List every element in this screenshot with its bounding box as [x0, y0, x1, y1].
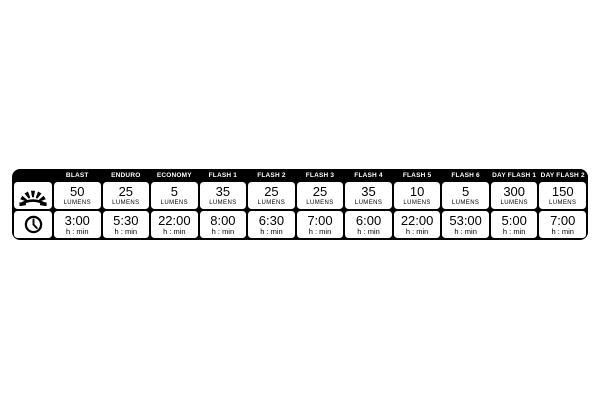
lumens-unit-label: LUMENS [160, 200, 189, 206]
mode-header: DAY FLASH 2 [540, 172, 585, 179]
lumens-unit-label: LUMENS [63, 200, 91, 206]
lumens-unit-label: LUMENS [354, 200, 383, 206]
runtime-value: 5:30 [113, 212, 139, 228]
runtime-unit-label: h : min [405, 227, 429, 236]
runtime-cell: 5:30 h : min [102, 211, 150, 238]
runtime-value: 5:00 [501, 212, 527, 228]
lumens-value: 5 [462, 184, 470, 199]
mode-header: ECONOMY [156, 172, 192, 179]
mode-header: FLASH 4 [354, 172, 383, 179]
runtime-unit-label: h : min [260, 227, 283, 236]
runtime-cell: 3:00 h : min [54, 211, 101, 238]
header-spacer [14, 171, 52, 180]
lumens-unit-label: LUMENS [112, 200, 140, 206]
lumens-unit-label: LUMENS [306, 200, 334, 206]
lumens-value: 35 [215, 184, 231, 199]
runtime-cell: 8:00 h : min [199, 211, 247, 238]
lumens-cell: 25 LUMENS [248, 182, 295, 209]
runtime-value: 22:00 [158, 212, 191, 228]
runtime-unit-label: h : min [163, 227, 186, 236]
lumens-value: 25 [312, 184, 328, 199]
lumens-cell: 300 LUMENS [490, 182, 538, 209]
runtime-unit-label: h : min [502, 227, 526, 236]
runtime-value: 7:00 [550, 212, 576, 228]
runtime-value: 6:00 [355, 212, 382, 228]
runtime-cell: 22:00 h : min [151, 211, 198, 238]
runtime-cell: 6:30 h : min [248, 211, 295, 238]
runtime-icon-cell [14, 211, 52, 238]
runtime-cell: 6:00 h : min [345, 211, 392, 238]
runtime-unit-label: h : min [551, 227, 574, 236]
mode-header: ENDURO [111, 172, 141, 179]
runtime-cell: 7:00 h : min [296, 211, 344, 238]
mode-header: FLASH 3 [305, 172, 335, 179]
lumens-unit-label: LUMENS [451, 200, 480, 206]
mode-header: FLASH 1 [208, 172, 238, 179]
lumens-unit-label: LUMENS [209, 200, 237, 206]
lumens-value: 25 [118, 184, 134, 199]
runtime-value: 6:30 [258, 212, 285, 228]
runtime-cell: 5:00 h : min [490, 211, 538, 238]
runtime-cell: 53:00 h : min [442, 211, 489, 238]
mode-header: FLASH 2 [257, 172, 286, 179]
spec-table: BLAST 50 LUMENS 3:00 h : min ENDURO 25 LUMENS 5:… [12, 169, 588, 240]
runtime-unit-label: h : min [454, 227, 477, 236]
clock-icon [23, 214, 44, 235]
lumens-unit-label: LUMENS [403, 200, 431, 206]
lumens-unit-label: LUMENS [257, 200, 286, 206]
lumens-value: 35 [361, 184, 376, 199]
runtime-unit-label: h : min [114, 227, 138, 236]
runtime-value: 3:00 [64, 212, 90, 228]
lumens-value: 300 [503, 184, 526, 199]
lumens-value: 50 [70, 184, 85, 199]
runtime-value: 7:00 [307, 212, 333, 228]
lumens-cell: 5 LUMENS [442, 182, 489, 209]
runtime-cell: 7:00 h : min [539, 211, 586, 238]
lumens-cell: 5 LUMENS [151, 182, 198, 209]
runtime-unit-label: h : min [211, 227, 235, 236]
lumens-cell: 25 LUMENS [296, 182, 344, 209]
lumens-value: 5 [170, 184, 178, 199]
brightness-icon-cell [14, 182, 52, 209]
lumens-unit-label: LUMENS [549, 200, 577, 206]
mode-header: FLASH 5 [402, 172, 432, 179]
lumens-value: 10 [409, 184, 425, 199]
runtime-value: 53:00 [449, 212, 482, 228]
lumens-unit-label: LUMENS [500, 200, 528, 206]
runtime-unit-label: h : min [357, 227, 380, 236]
lumens-cell: 25 LUMENS [102, 182, 150, 209]
mode-header: FLASH 6 [451, 172, 480, 179]
lumens-cell: 35 LUMENS [199, 182, 247, 209]
runtime-unit-label: h : min [308, 227, 332, 236]
lumens-cell: 10 LUMENS [393, 182, 441, 209]
runtime-unit-label: h : min [66, 227, 89, 236]
runtime-value: 8:00 [210, 212, 236, 228]
lumens-cell: 50 LUMENS [54, 182, 101, 209]
lumens-cell: 150 LUMENS [539, 182, 586, 209]
lumens-value: 150 [551, 184, 574, 199]
sunburst-icon [17, 185, 49, 206]
lumens-value: 25 [264, 184, 279, 199]
mode-header: BLAST [65, 172, 89, 179]
runtime-value: 22:00 [400, 212, 434, 228]
mode-header: DAY FLASH 1 [492, 172, 537, 179]
lumens-cell: 35 LUMENS [345, 182, 392, 209]
runtime-cell: 22:00 h : min [393, 211, 441, 238]
